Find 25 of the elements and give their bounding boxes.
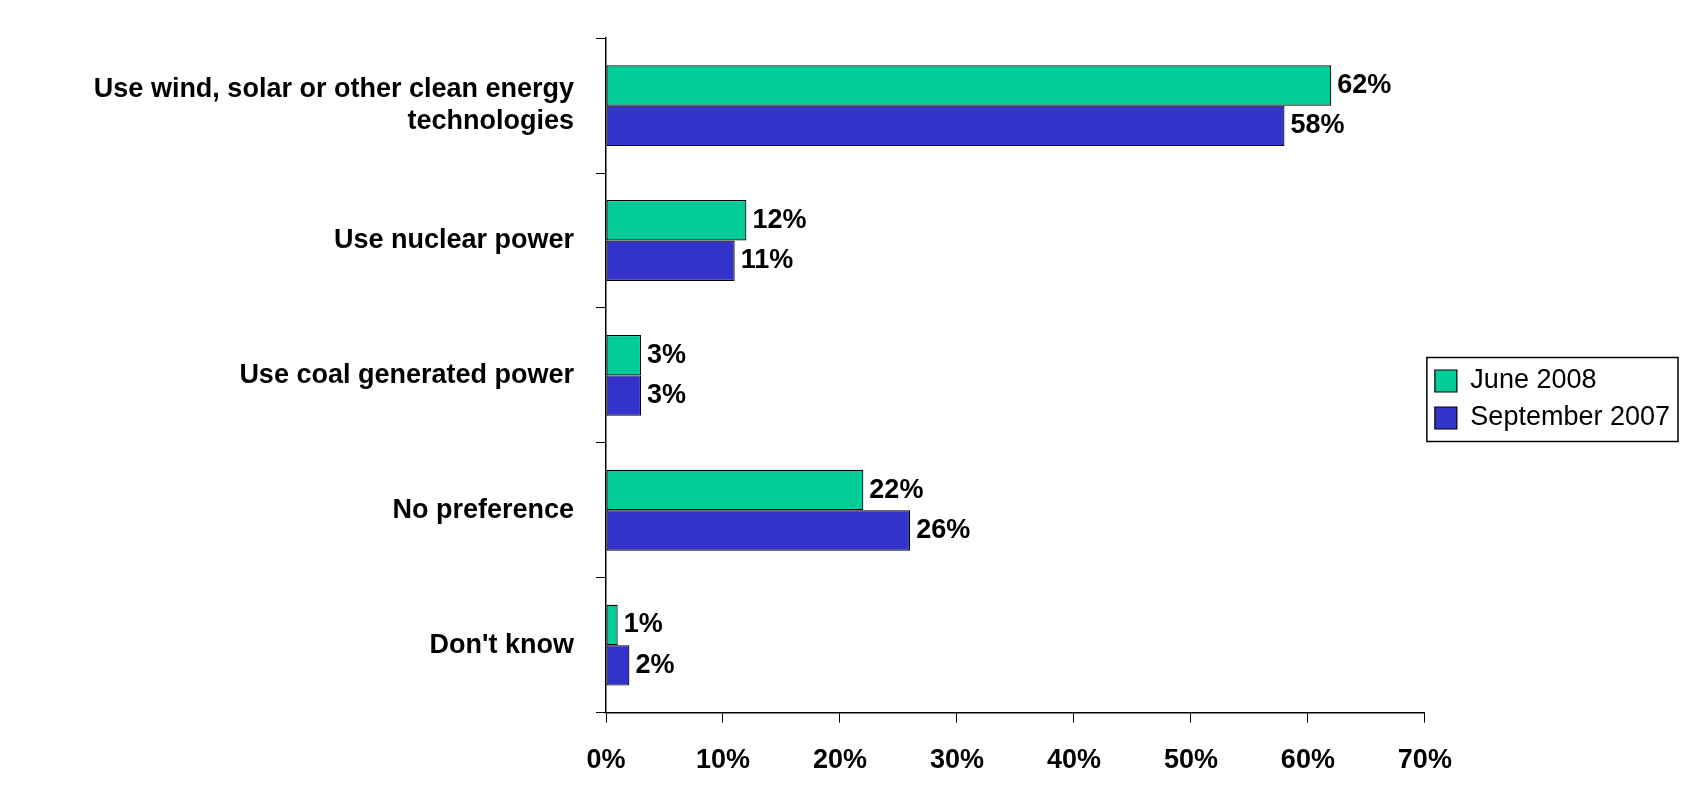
y-tick-label: Don't know bbox=[429, 628, 575, 659]
data-label: 26% bbox=[916, 513, 971, 544]
y-tick-label: Use nuclear power bbox=[333, 223, 575, 254]
y-tick-label: Use wind, solar or other clean energy technologies bbox=[93, 72, 574, 136]
data-label: 1% bbox=[623, 608, 663, 639]
x-tick-label: 30% bbox=[929, 744, 984, 775]
data-label: 12% bbox=[752, 203, 807, 234]
legend-label: June 2008 bbox=[1470, 364, 1597, 395]
legend-label: September 2007 bbox=[1470, 401, 1670, 432]
x-tick-label: 20% bbox=[812, 744, 867, 775]
data-label: 3% bbox=[647, 338, 687, 369]
data-label: 22% bbox=[869, 473, 924, 504]
data-label: 62% bbox=[1337, 68, 1392, 99]
data-label: 11% bbox=[740, 244, 794, 275]
x-tick-label: 70% bbox=[1397, 744, 1452, 775]
x-tick-label: 10% bbox=[695, 744, 750, 775]
data-label: 58% bbox=[1290, 109, 1345, 140]
x-tick-label: 60% bbox=[1280, 744, 1335, 775]
y-tick-label: Use coal generated power bbox=[239, 358, 575, 389]
data-label: 3% bbox=[647, 379, 687, 410]
data-label: 2% bbox=[635, 648, 675, 679]
y-tick-label: No preference bbox=[392, 493, 574, 524]
x-tick-label: 50% bbox=[1163, 744, 1218, 775]
x-tick-label: 0% bbox=[586, 744, 626, 775]
x-tick-label: 40% bbox=[1046, 744, 1101, 775]
